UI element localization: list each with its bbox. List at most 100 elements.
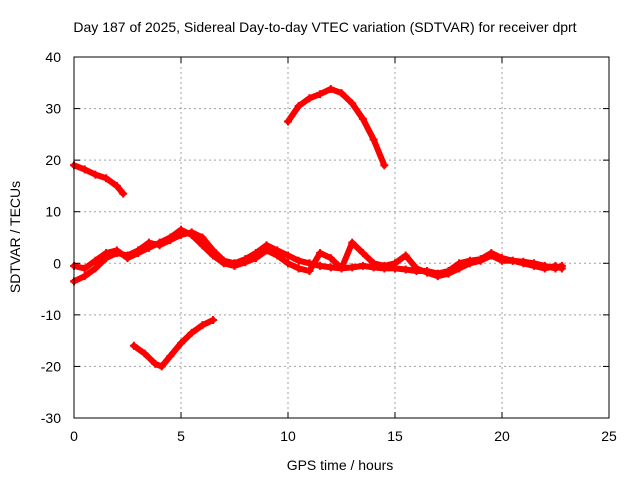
data-point <box>284 259 292 268</box>
data-point <box>316 90 325 99</box>
data-point <box>519 259 528 268</box>
data-point <box>305 267 314 276</box>
data-point <box>455 264 464 273</box>
data-point <box>369 259 378 268</box>
data-point <box>187 328 196 337</box>
data-point <box>369 135 378 144</box>
data-point <box>262 246 271 255</box>
data-point <box>166 352 175 361</box>
series-trace <box>285 86 388 169</box>
data-point <box>401 265 410 274</box>
chart-title: Day 187 of 2025, Sidereal Day-to-day VTE… <box>73 19 576 35</box>
data-point <box>151 359 160 368</box>
data-point <box>273 251 282 260</box>
x-tick-label: 10 <box>280 428 296 444</box>
data-point <box>134 248 143 257</box>
data-point <box>166 233 175 242</box>
data-point <box>112 181 121 190</box>
data-point <box>465 259 474 268</box>
tick-labels: 0 5 10 15 20 25 -30 -20 -10 0 10 20 30 40 <box>41 49 617 444</box>
series-arc-high-start <box>70 161 128 198</box>
data-point <box>91 264 100 273</box>
series-near-zero-aux <box>70 225 566 281</box>
data-point <box>498 256 506 265</box>
data-point <box>209 316 218 325</box>
series-arc-negative-early <box>129 316 218 371</box>
data-point <box>433 272 442 281</box>
data-point <box>348 99 357 108</box>
data-point <box>423 268 432 277</box>
data-point <box>557 264 566 273</box>
data-point <box>391 259 399 268</box>
data-point <box>540 264 549 273</box>
data-point <box>337 264 346 273</box>
data-point <box>284 117 292 126</box>
series-trace <box>130 317 217 370</box>
data-point <box>129 341 138 350</box>
x-axis-label: GPS time / hours <box>287 457 394 473</box>
data-point <box>157 362 166 371</box>
plot-frame <box>73 56 610 419</box>
data-point <box>487 251 496 260</box>
data-point <box>80 264 89 273</box>
data-point <box>112 246 121 255</box>
y-axis-label: SDTVAR / TECUs <box>7 181 23 293</box>
series-layer <box>70 84 566 371</box>
data-point <box>348 263 357 272</box>
y-tick-label: 10 <box>45 204 61 220</box>
data-point <box>305 94 314 103</box>
data-point <box>476 256 485 265</box>
y-tick-label: 30 <box>45 101 61 117</box>
data-point <box>358 261 367 270</box>
data-point <box>412 264 421 273</box>
x-tick-label: 15 <box>387 428 403 444</box>
data-point <box>177 225 185 234</box>
data-point <box>198 233 207 242</box>
y-tick-label: 0 <box>53 255 61 271</box>
data-point <box>80 165 89 174</box>
data-point <box>209 251 218 260</box>
data-point <box>530 261 539 270</box>
data-point <box>144 243 153 252</box>
data-point <box>401 251 410 260</box>
data-point <box>140 349 149 358</box>
data-point <box>551 261 560 270</box>
data-point <box>91 256 100 265</box>
data-point <box>326 84 335 93</box>
x-tick-label: 25 <box>601 428 617 444</box>
data-point <box>358 114 367 123</box>
y-tick-label: -10 <box>41 307 61 323</box>
y-tick-label: 40 <box>45 49 61 65</box>
y-tick-label: -20 <box>41 358 61 374</box>
data-point <box>348 238 357 247</box>
data-point <box>444 269 453 278</box>
data-point <box>198 321 207 330</box>
data-point <box>316 248 325 257</box>
data-point <box>102 248 111 257</box>
data-point <box>91 170 100 179</box>
axis-ticks <box>73 56 610 419</box>
data-point <box>155 238 164 247</box>
data-point <box>358 248 367 257</box>
x-tick-label: 20 <box>494 428 510 444</box>
data-point <box>198 241 207 250</box>
data-point <box>119 189 128 198</box>
data-point <box>380 161 389 170</box>
data-point <box>380 261 389 270</box>
data-point <box>294 264 303 273</box>
y-tick-label: 20 <box>45 152 61 168</box>
data-point <box>187 230 196 239</box>
data-point <box>123 254 132 263</box>
data-point <box>230 261 239 270</box>
data-point <box>219 259 228 268</box>
data-point <box>251 254 260 263</box>
data-point <box>80 272 89 281</box>
series-arc-high-midday <box>284 84 389 170</box>
data-point <box>326 254 335 263</box>
x-tick-label: 0 <box>70 428 78 444</box>
data-point <box>284 251 292 260</box>
data-point <box>337 89 346 98</box>
data-point <box>508 256 517 265</box>
y-tick-label: -30 <box>41 410 61 426</box>
